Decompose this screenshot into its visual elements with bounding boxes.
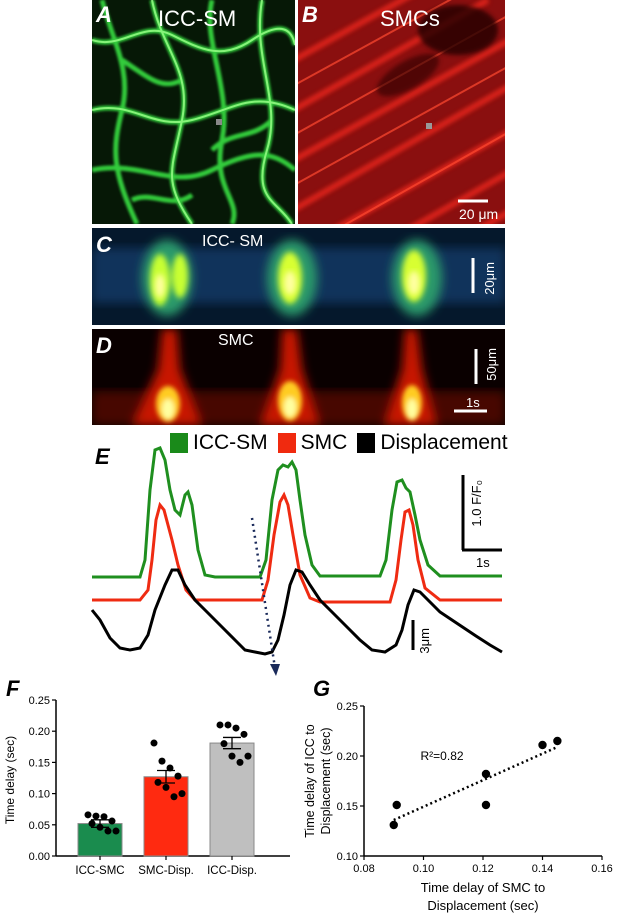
f-point xyxy=(100,813,108,821)
f-point xyxy=(178,790,186,798)
f-point xyxy=(166,764,174,772)
f-point xyxy=(158,757,166,765)
g-point xyxy=(392,800,401,810)
panel-b-scale-label: 20 μm xyxy=(459,206,499,222)
bar-chart-f: Time delay (sec) 0.00 0.05 0.10 0.15 0.20 0.2… xyxy=(3,695,290,877)
g-xlabel-line2: Displacement (sec) xyxy=(427,898,538,913)
g-point xyxy=(481,800,491,810)
f-ytick-label: 0.25 xyxy=(29,695,50,707)
f-point xyxy=(216,721,224,729)
scatter-chart-g: 0.100.150.200.250.08 0.10 0.12 0.14 0.16R²=0… xyxy=(303,701,613,913)
g-point xyxy=(553,736,562,746)
legend-swatch-smc xyxy=(277,433,296,453)
f-point xyxy=(104,827,112,835)
f-point xyxy=(232,724,240,732)
g-point xyxy=(538,740,547,750)
panel-a-letter: A xyxy=(96,2,112,27)
g-xtick-label: 0.12 xyxy=(472,863,493,875)
panel-g-letter: G xyxy=(313,676,331,701)
trace-legend: ICC-SM SMC Displacement xyxy=(170,428,518,458)
f-point xyxy=(96,823,104,831)
f-point xyxy=(84,811,92,819)
legend-item-displacement: Displacement xyxy=(357,431,508,455)
f-point xyxy=(112,827,120,835)
f-point xyxy=(162,783,170,791)
f-ytick-label: 0.20 xyxy=(29,726,50,738)
panel-d-kymograph xyxy=(92,329,505,425)
panel-d-scale-h: 1s xyxy=(466,395,480,410)
legend-label-icc: ICC-SM xyxy=(193,431,268,454)
trace-scale-v-label: 1.0 F/F₀ xyxy=(469,480,484,527)
panel-c-label: ICC- SM xyxy=(202,233,264,250)
trace-smc xyxy=(92,491,502,604)
panel-d-scale-v: 50μm xyxy=(484,348,499,381)
panel-c-letter: C xyxy=(96,232,112,257)
g-xtick-label: 0.08 xyxy=(353,863,374,875)
trace-scale-h-label: 1s xyxy=(476,555,490,570)
f-point xyxy=(88,820,96,828)
panel-b-image xyxy=(298,0,505,224)
g-ylabel-line2: Displacement (sec) xyxy=(319,728,333,835)
g-ytick-label: 0.25 xyxy=(337,701,358,713)
f-point xyxy=(240,730,248,738)
f-xtick-label: ICC-Disp. xyxy=(207,865,257,877)
legend-swatch-icc xyxy=(170,433,188,453)
f-ytick-label: 0.00 xyxy=(29,851,50,863)
f-xtick-label: SMC-Disp. xyxy=(138,865,194,877)
f-point xyxy=(150,739,158,747)
g-xtick-label: 0.14 xyxy=(532,863,553,875)
panel-b-letter: B xyxy=(302,2,318,27)
g-ytick-label: 0.10 xyxy=(337,851,358,863)
f-point xyxy=(154,778,162,786)
f-point xyxy=(236,758,244,766)
f-ytick-label: 0.05 xyxy=(29,820,50,832)
trace-displacement xyxy=(90,568,503,656)
panel-d-label: SMC xyxy=(218,332,254,349)
g-xtick-label: 0.16 xyxy=(591,863,612,875)
f-point xyxy=(220,740,228,748)
delay-arrowhead xyxy=(270,664,280,676)
g-fit-line xyxy=(393,745,558,822)
f-ylabel: Time delay (sec) xyxy=(3,736,17,824)
panel-b-label: SMCs xyxy=(380,6,440,31)
trace-icc xyxy=(92,446,502,579)
legend-item-icc: ICC-SM xyxy=(170,431,268,455)
panel-f-letter: F xyxy=(6,676,20,701)
panel-d-letter: D xyxy=(96,333,112,358)
trace-plot xyxy=(90,446,503,676)
f-point xyxy=(228,752,236,760)
g-xlabel-line1: Time delay of SMC to xyxy=(421,880,546,895)
g-ytick-label: 0.15 xyxy=(337,801,358,813)
f-point xyxy=(92,812,100,820)
legend-item-smc: SMC xyxy=(277,431,348,455)
panel-c-scale-label: 20μm xyxy=(482,262,497,295)
legend-label-smc: SMC xyxy=(300,431,348,454)
f-point xyxy=(174,772,182,780)
legend-swatch-displacement xyxy=(357,433,376,453)
f-point xyxy=(244,752,252,760)
g-point xyxy=(389,820,398,830)
f-xtick-label: ICC-SMC xyxy=(75,865,124,877)
f-ytick-label: 0.15 xyxy=(29,757,50,769)
disp-scale-label: 3μm xyxy=(417,628,432,654)
g-ytick-label: 0.20 xyxy=(337,751,358,763)
g-point xyxy=(481,769,491,779)
panel-a-label: ICC-SM xyxy=(158,6,237,31)
g-ylabel-line1: Time delay of ICC to xyxy=(303,724,317,838)
legend-label-displacement: Displacement xyxy=(380,431,508,454)
delay-arrow xyxy=(250,517,277,669)
panel-c-kymograph xyxy=(92,228,505,325)
g-ylabel: Time delay of ICC to Displacement (sec) xyxy=(303,724,333,838)
f-point xyxy=(108,817,116,825)
f-bar xyxy=(209,742,255,857)
f-ytick-label: 0.10 xyxy=(29,789,50,801)
g-xtick-label: 0.10 xyxy=(413,863,434,875)
panel-a-image xyxy=(92,0,295,224)
f-point xyxy=(224,721,232,729)
g-annotation: R²=0.82 xyxy=(421,749,464,763)
panel-e-letter: E xyxy=(95,444,110,469)
f-point xyxy=(170,793,178,801)
